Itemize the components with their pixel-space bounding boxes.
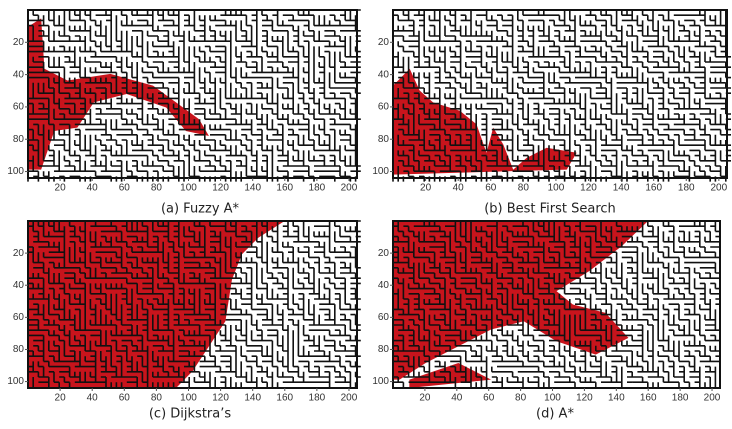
x-tick-label: 160 <box>276 393 293 404</box>
x-tick-label: 60 <box>483 393 495 404</box>
x-tick-label: 80 <box>515 393 527 404</box>
y-tick-label: 40 <box>13 280 25 291</box>
maze-border <box>27 220 358 389</box>
x-tick-label: 40 <box>451 393 463 404</box>
y-tick-label: 60 <box>13 312 25 323</box>
y-tick-label: 80 <box>13 344 25 355</box>
x-tick-label: 20 <box>419 393 431 404</box>
maze-panel <box>27 220 361 389</box>
x-tick-label: 20 <box>420 183 432 194</box>
maze-border <box>27 9 358 179</box>
x-tick-label: 200 <box>704 393 721 404</box>
y-tick-label: 100 <box>7 376 24 387</box>
caption: (d) A* <box>536 407 574 422</box>
x-tick-label: 100 <box>548 183 565 194</box>
y-tick-label: 20 <box>13 248 25 259</box>
x-tick-label: 180 <box>309 393 326 404</box>
x-tick-label: 140 <box>613 183 630 194</box>
x-tick-label: 180 <box>672 393 689 404</box>
x-tick-label: 180 <box>309 183 326 194</box>
x-tick-label: 160 <box>276 183 293 194</box>
maze-border <box>392 9 728 179</box>
x-tick-label: 200 <box>711 183 728 194</box>
explored-region <box>393 221 649 380</box>
x-tick-label: 100 <box>544 393 561 404</box>
x-tick-label: 160 <box>645 183 662 194</box>
x-tick-label: 60 <box>485 183 497 194</box>
x-tick-label: 80 <box>518 183 530 194</box>
x-tick-label: 140 <box>244 393 261 404</box>
x-tick-label: 100 <box>180 183 197 194</box>
x-tick-label: 40 <box>87 183 99 194</box>
caption: (c) Dijkstra’s <box>149 407 231 422</box>
x-tick-label: 140 <box>608 393 625 404</box>
y-tick-label: 40 <box>378 280 390 291</box>
x-tick-label: 120 <box>212 183 229 194</box>
y-tick-label: 60 <box>378 102 390 113</box>
x-tick-label: 120 <box>580 183 597 194</box>
x-tick-label: 80 <box>151 183 163 194</box>
y-tick-label: 20 <box>378 248 390 259</box>
caption: (b) Best First Search <box>484 202 616 217</box>
x-tick-label: 60 <box>119 393 131 404</box>
y-tick-label: 20 <box>13 37 25 48</box>
caption: (a) Fuzzy A* <box>161 202 240 217</box>
maze-panel <box>392 220 721 389</box>
maze-panel <box>392 9 731 182</box>
x-tick-label: 40 <box>453 183 465 194</box>
maze-border <box>392 220 721 389</box>
explored-region <box>28 18 209 170</box>
x-tick-label: 40 <box>87 393 99 404</box>
maze-panel <box>27 9 361 182</box>
x-tick-label: 120 <box>212 393 229 404</box>
y-tick-label: 100 <box>372 166 389 177</box>
explored-region <box>393 68 577 175</box>
x-tick-label: 80 <box>151 393 163 404</box>
x-tick-label: 140 <box>244 183 261 194</box>
y-tick-label: 100 <box>7 166 24 177</box>
x-tick-label: 100 <box>180 393 197 404</box>
y-tick-label: 60 <box>378 312 390 323</box>
x-tick-label: 200 <box>341 393 358 404</box>
x-tick-label: 180 <box>678 183 695 194</box>
y-tick-label: 60 <box>13 102 25 113</box>
x-tick-label: 200 <box>341 183 358 194</box>
y-tick-label: 100 <box>372 376 389 387</box>
x-tick-label: 160 <box>640 393 657 404</box>
y-tick-label: 80 <box>378 344 390 355</box>
y-tick-label: 80 <box>13 134 25 145</box>
x-tick-label: 60 <box>119 183 131 194</box>
y-tick-label: 80 <box>378 134 390 145</box>
x-tick-label: 120 <box>576 393 593 404</box>
y-tick-label: 20 <box>378 37 390 48</box>
y-tick-label: 40 <box>13 69 25 80</box>
x-tick-label: 20 <box>55 183 67 194</box>
y-tick-label: 40 <box>378 69 390 80</box>
x-tick-label: 20 <box>55 393 67 404</box>
